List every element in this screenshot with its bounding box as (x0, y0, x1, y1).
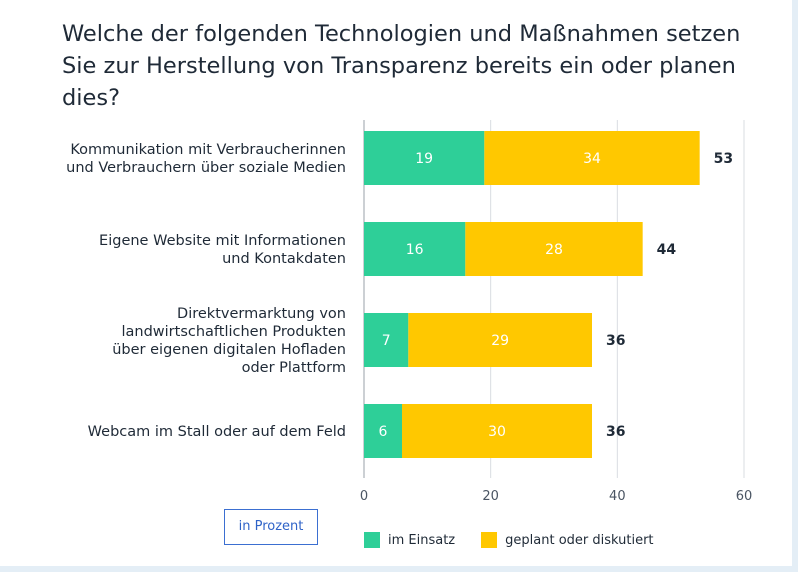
bar-in-use (364, 404, 402, 458)
category-label: Kommunikation mit Verbraucherinnen und Ve… (66, 142, 346, 176)
x-tick-label: 0 (360, 489, 368, 504)
bar-label-planned: 30 (488, 424, 506, 440)
chart-title-line-2: Sie zur Herstellung von Transparenz bere… (62, 53, 736, 111)
legend-swatch-planned (481, 532, 498, 548)
category-label-line: Eigene Website mit Informationen (99, 233, 346, 249)
chart-title: Welche der folgenden Technologien und Ma… (62, 18, 762, 114)
bar-label-in-use: 16 (406, 242, 424, 258)
bar-label-planned: 29 (491, 333, 509, 349)
category-label: Eigene Website mit Informationen und Kont… (99, 233, 346, 267)
bar-in-use (364, 222, 466, 276)
bar-label-in-use: 7 (382, 333, 391, 349)
total-label: 36 (606, 333, 625, 349)
legend-item-planned: geplant oder diskutiert (481, 532, 654, 548)
bar-label-planned: 34 (583, 151, 601, 167)
bar-planned (465, 222, 643, 276)
total-label: 53 (714, 151, 733, 167)
chart-title-line-1: Welche der folgenden Technologien und Ma… (62, 21, 741, 47)
bar-label-in-use: 6 (379, 424, 388, 440)
category-label-line: Webcam im Stall oder auf dem Feld (88, 424, 346, 440)
category-label: Webcam im Stall oder auf dem Feld (88, 424, 346, 440)
category-label-line: über eigenen digitalen Hofladen (112, 342, 346, 358)
category-label-line: landwirtschaftlichen Produkten (121, 324, 346, 340)
legend-item-in-use: im Einsatz (364, 532, 455, 548)
bar-in-use (364, 131, 485, 185)
bar-planned (408, 313, 592, 367)
bar-label-in-use: 19 (415, 151, 433, 167)
x-tick-label: 20 (482, 489, 499, 504)
category-label: Direktvermarktung von landwirtschaftliche… (112, 306, 346, 376)
bar-label-planned: 28 (545, 242, 563, 258)
total-label: 44 (657, 242, 677, 258)
bar-planned (402, 404, 592, 458)
legend-swatch-in-use (364, 532, 380, 548)
legend-label-in-use: im Einsatz (388, 532, 456, 548)
category-label-line: und Verbrauchern über soziale Medien (66, 160, 346, 176)
unit-note-box: in Prozent (224, 509, 318, 545)
bar-planned (484, 131, 700, 185)
category-label-line: Kommunikation mit Verbraucherinnen (70, 142, 346, 158)
total-label: 36 (606, 424, 625, 440)
legend: im Einsatz geplant oder diskutiert (364, 532, 680, 548)
category-label-line: und Kontakdaten (222, 251, 346, 267)
x-tick-label: 40 (609, 489, 626, 504)
legend-label-planned: geplant oder diskutiert (505, 532, 654, 548)
x-tick-label: 60 (736, 489, 753, 504)
bar-in-use (364, 313, 409, 367)
category-label-line: oder Plattform (242, 360, 346, 376)
category-label-line: Direktvermarktung von (177, 306, 346, 322)
